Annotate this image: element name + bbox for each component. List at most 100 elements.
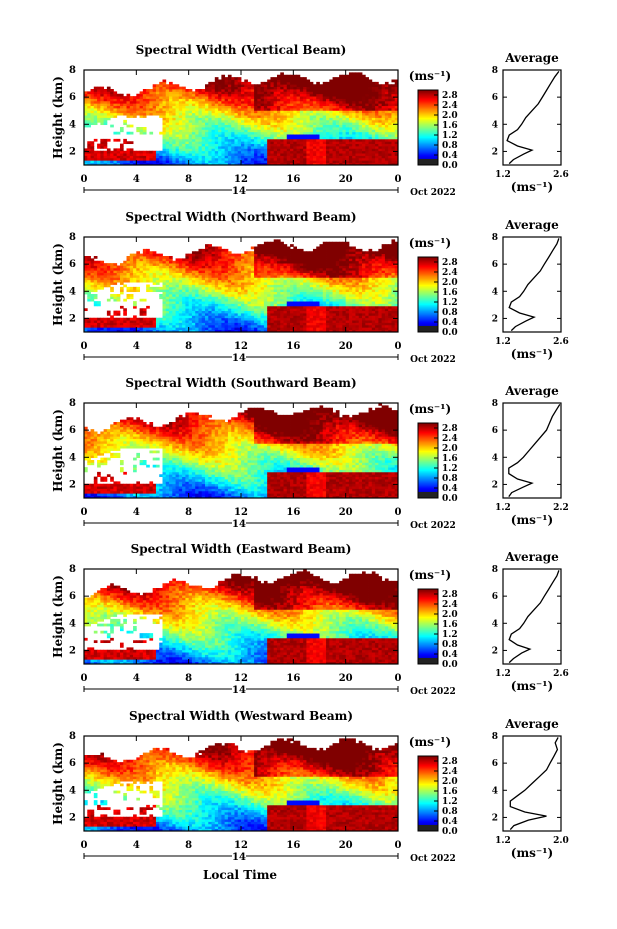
heatmap-cell [280, 289, 284, 292]
heatmap-cell [87, 282, 91, 285]
heatmap-cell [215, 249, 219, 252]
heatmap-cell [120, 160, 124, 163]
heatmap-cell [254, 137, 258, 140]
heatmap-cell [166, 285, 170, 288]
heatmap-cell [146, 151, 150, 154]
heatmap-cell [163, 268, 167, 271]
heatmap-cell [221, 139, 225, 142]
heatmap-cell [218, 148, 222, 151]
heatmap-cell [104, 275, 108, 278]
heatmap-cell [218, 160, 222, 163]
heatmap-cell [303, 89, 307, 92]
heatmap-cell [212, 125, 216, 128]
heatmap-cell [127, 261, 131, 264]
heatmap-cell [241, 160, 245, 163]
heatmap-cell [143, 268, 147, 271]
heatmap-cell [192, 266, 196, 269]
heatmap-cell [100, 325, 104, 328]
heatmap-cell [346, 101, 350, 104]
heatmap-cell [316, 94, 320, 97]
heatmap-cell [306, 158, 310, 161]
heatmap-cell [349, 89, 353, 92]
heatmap-cell [212, 270, 216, 273]
heatmap-cell [120, 103, 124, 106]
heatmap-cell [267, 268, 271, 271]
heatmap-cell [264, 141, 268, 144]
heatmap-cell [382, 148, 386, 151]
heatmap-cell [202, 277, 206, 280]
heatmap-cell [127, 325, 131, 328]
heatmap-cell [267, 137, 271, 140]
heatmap-cell [120, 94, 124, 97]
heatmap-cell [195, 263, 199, 266]
heatmap-cell [94, 87, 98, 90]
heatmap-cell [326, 144, 330, 147]
heatmap-cell [391, 106, 395, 109]
heatmap-cell [241, 148, 245, 151]
heatmap-cell [323, 110, 327, 113]
heatmap-cell [192, 304, 196, 307]
heatmap-cell [123, 299, 127, 302]
heatmap-cell [107, 313, 111, 316]
heatmap-cell [267, 270, 271, 273]
heatmap-cell [179, 115, 183, 118]
heatmap-cell [284, 122, 288, 125]
heatmap-cell [163, 156, 167, 159]
heatmap-cell [127, 115, 131, 118]
heatmap-cell [140, 266, 144, 269]
heatmap-cell [225, 144, 229, 147]
heatmap-cell [355, 89, 359, 92]
heatmap-cell [202, 127, 206, 130]
heatmap-cell [133, 318, 137, 321]
heatmap-cell [326, 103, 330, 106]
heatmap-cell [146, 258, 150, 261]
heatmap-cell [94, 320, 98, 323]
heatmap-cell [208, 82, 212, 85]
heatmap-cell [257, 263, 261, 266]
heatmap-cell [231, 256, 235, 259]
heatmap-cell [221, 263, 225, 266]
heatmap-cell [228, 313, 232, 316]
heatmap-cell [163, 285, 167, 288]
heatmap-cell [355, 91, 359, 94]
heatmap-cell [169, 91, 173, 94]
heatmap-cell [313, 113, 317, 116]
heatmap-cell [107, 275, 111, 278]
heatmap-cell [192, 275, 196, 278]
heatmap-cell [257, 89, 261, 92]
heatmap-cell [94, 91, 98, 94]
heatmap-cell [231, 315, 235, 318]
heatmap-cell [264, 94, 268, 97]
heatmap-cell [100, 115, 104, 118]
heatmap-cell [192, 318, 196, 321]
heatmap-cell [264, 125, 268, 128]
heatmap-cell [218, 127, 222, 130]
heatmap-cell [388, 99, 392, 102]
heatmap-cell [336, 101, 340, 104]
heatmap-cell [267, 151, 271, 154]
heatmap-cell [169, 99, 173, 102]
heatmap-cell [176, 320, 180, 323]
heatmap-cell [169, 318, 173, 321]
heatmap-cell [251, 101, 255, 104]
heatmap-cell [208, 146, 212, 149]
heatmap-cell [339, 103, 343, 106]
heatmap-cell [146, 108, 150, 111]
heatmap-cell [182, 125, 186, 128]
heatmap-cell [261, 320, 265, 323]
heatmap-cell [342, 118, 346, 121]
heatmap-cell [218, 304, 222, 307]
heatmap-cell [306, 153, 310, 156]
heatmap-cell [117, 96, 121, 99]
heatmap-cell [179, 266, 183, 269]
heatmap-cell [159, 254, 163, 257]
heatmap-cell [378, 125, 382, 128]
heatmap-cell [313, 118, 317, 121]
heatmap-cell [329, 129, 333, 132]
heatmap-cell [257, 96, 261, 99]
heatmap-cell [192, 294, 196, 297]
heatmap-cell [241, 91, 245, 94]
heatmap-cell [198, 308, 202, 311]
heatmap-cell [228, 125, 232, 128]
heatmap-cell [362, 160, 366, 163]
